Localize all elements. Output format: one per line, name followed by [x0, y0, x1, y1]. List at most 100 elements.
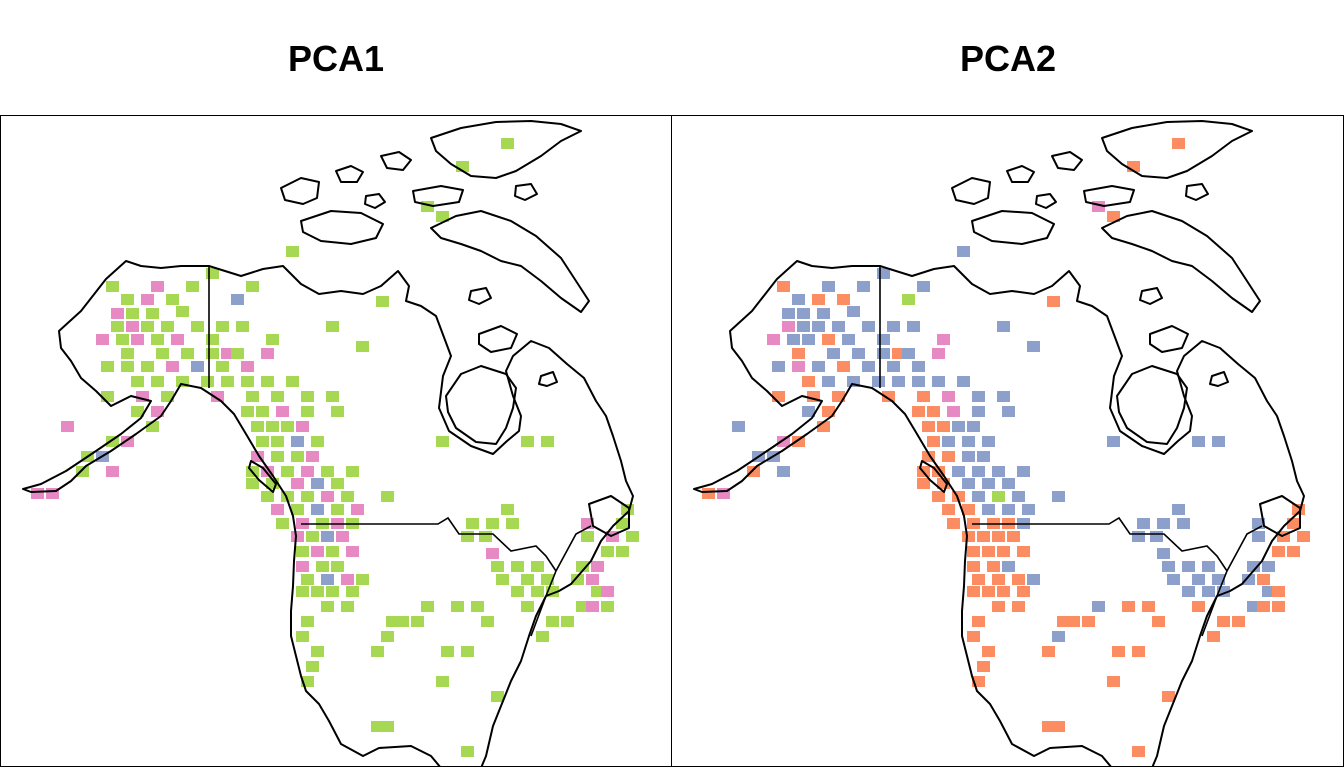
grid-cell-pca2 — [1152, 616, 1165, 627]
grid-cell-pca2 — [1287, 518, 1300, 529]
grid-cell-pca1 — [321, 466, 334, 477]
grid-cell-pca2 — [927, 406, 940, 417]
grid-cell-pca2 — [1002, 561, 1015, 572]
grid-cell-pca1 — [386, 616, 399, 627]
grid-cell-pca2 — [962, 531, 975, 542]
grid-cell-pca2 — [1027, 341, 1040, 352]
grid-cell-pca1 — [421, 201, 434, 212]
grid-cell-pca2 — [1202, 586, 1215, 597]
grid-cell-pca2 — [1252, 531, 1265, 542]
grid-cell-pca1 — [131, 334, 144, 345]
grid-cell-pca1 — [126, 321, 139, 332]
grid-cell-pca2 — [977, 451, 990, 462]
grid-cell-pca2 — [987, 561, 1000, 572]
grid-cell-pca1 — [191, 361, 204, 372]
grid-cell-pca2 — [1052, 631, 1065, 642]
grid-cell-pca1 — [261, 466, 274, 477]
grid-cell-pca2 — [907, 321, 920, 332]
grid-cell-pca2 — [822, 281, 835, 292]
grid-cell-pca2 — [822, 376, 835, 387]
grid-cell-pca1 — [206, 334, 219, 345]
coastline-shape — [335, 165, 364, 183]
coastline-shape — [1083, 185, 1135, 207]
grid-cell-pca1 — [436, 436, 449, 447]
coastline-shape — [1101, 210, 1261, 313]
grid-cell-pca1 — [246, 391, 259, 402]
grid-cell-pca2 — [817, 421, 830, 432]
coastline-shape — [468, 287, 492, 305]
grid-cell-pca1 — [311, 646, 324, 657]
grid-cell-pca1 — [141, 321, 154, 332]
grid-cell-pca1 — [591, 561, 604, 572]
grid-cell-pca2 — [1217, 586, 1230, 597]
grid-cell-pca2 — [932, 376, 945, 387]
grid-cell-pca1 — [571, 574, 584, 585]
grid-cell-pca1 — [326, 321, 339, 332]
grid-cell-pca2 — [1002, 406, 1015, 417]
grid-cell-pca2 — [1157, 518, 1170, 529]
grid-cell-pca1 — [296, 421, 309, 432]
grid-cell-pca2 — [832, 391, 845, 402]
grid-cell-pca2 — [997, 321, 1010, 332]
grid-cell-pca1 — [151, 376, 164, 387]
grid-cell-pca2 — [822, 406, 835, 417]
grid-cell-pca1 — [306, 531, 319, 542]
grid-cell-pca2 — [822, 334, 835, 345]
grid-cell-pca2 — [1017, 466, 1030, 477]
grid-cell-pca1 — [141, 294, 154, 305]
grid-cell-pca1 — [241, 376, 254, 387]
grid-cell-pca2 — [1107, 211, 1120, 222]
grid-cell-pca1 — [101, 391, 114, 402]
grid-cell-pca1 — [501, 138, 514, 149]
grid-cell-pca2 — [1057, 616, 1070, 627]
grid-cell-pca2 — [922, 421, 935, 432]
grid-cell-pca1 — [491, 691, 504, 702]
grid-cell-pca2 — [1012, 601, 1025, 612]
grid-cell-pca1 — [301, 491, 314, 502]
grid-cell-pca1 — [296, 561, 309, 572]
grid-cell-pca2 — [982, 478, 995, 489]
grid-cell-pca2 — [772, 361, 785, 372]
grid-cell-pca1 — [106, 436, 119, 447]
grid-cell-pca1 — [306, 661, 319, 672]
grid-cell-pca2 — [892, 376, 905, 387]
grid-cell-pca1 — [601, 546, 614, 557]
grid-cell-pca2 — [1182, 561, 1195, 572]
grid-cell-pca2 — [1217, 616, 1230, 627]
coastline-shape — [248, 460, 277, 493]
grid-cell-pca2 — [1257, 601, 1270, 612]
grid-cell-pca1 — [186, 281, 199, 292]
map-canvas-pca1 — [22, 120, 639, 766]
grid-cell-pca2 — [957, 246, 970, 257]
grid-cell-pca1 — [546, 616, 559, 627]
grid-cell-pca2 — [977, 661, 990, 672]
grid-cell-pca2 — [972, 391, 985, 402]
grid-cell-pca2 — [1172, 504, 1185, 515]
grid-cell-pca2 — [982, 436, 995, 447]
grid-cell-pca2 — [1132, 531, 1145, 542]
grid-cell-pca1 — [301, 466, 314, 477]
grid-cell-pca2 — [1027, 574, 1040, 585]
grid-cell-pca2 — [942, 504, 955, 515]
grid-cell-pca2 — [842, 334, 855, 345]
coastline-shape — [22, 260, 634, 766]
grid-cell-pca1 — [396, 616, 409, 627]
grid-cell-pca2 — [1262, 586, 1275, 597]
grid-cell-pca2 — [937, 478, 950, 489]
grid-cell-pca1 — [151, 334, 164, 345]
grid-cell-pca1 — [561, 616, 574, 627]
grid-cell-pca1 — [61, 421, 74, 432]
grid-cell-pca2 — [967, 561, 980, 572]
grid-cell-pca1 — [371, 721, 384, 732]
grid-cell-pca2 — [882, 391, 895, 402]
grid-cell-pca1 — [291, 451, 304, 462]
grid-cell-pca1 — [251, 421, 264, 432]
coastline-shape — [412, 185, 464, 207]
grid-cell-pca2 — [902, 294, 915, 305]
grid-cell-pca2 — [877, 348, 890, 359]
coastline-shape — [1051, 151, 1083, 171]
grid-cell-pca1 — [206, 268, 219, 279]
grid-cell-pca2 — [1257, 574, 1270, 585]
grid-cell-pca1 — [591, 586, 604, 597]
grid-cell-pca1 — [341, 601, 354, 612]
